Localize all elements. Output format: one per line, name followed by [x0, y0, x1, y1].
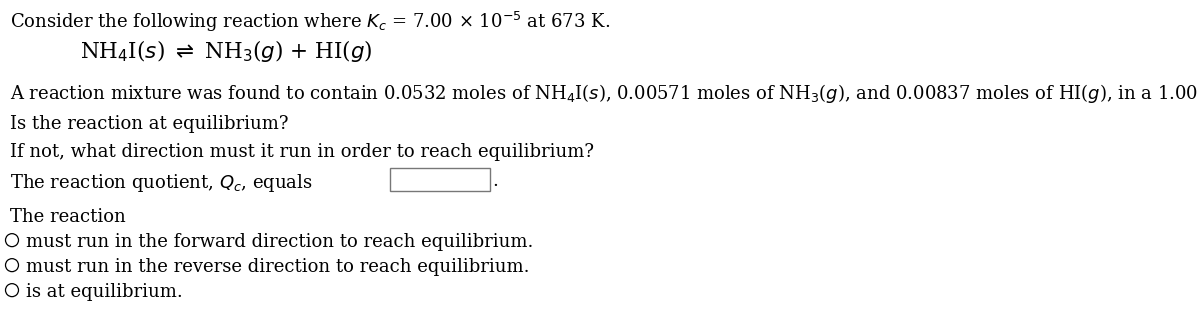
Text: NH$_4$I($s$) $\rightleftharpoons$ NH$_3$($g$) + HI($g$): NH$_4$I($s$) $\rightleftharpoons$ NH$_3$…	[80, 38, 372, 64]
Text: must run in the reverse direction to reach equilibrium.: must run in the reverse direction to rea…	[26, 258, 529, 276]
Text: The reaction: The reaction	[10, 208, 126, 226]
Text: is at equilibrium.: is at equilibrium.	[26, 283, 182, 301]
Text: .: .	[492, 172, 498, 190]
Text: The reaction quotient, $Q_c$, equals: The reaction quotient, $Q_c$, equals	[10, 172, 312, 194]
Text: A reaction mixture was found to contain 0.0532 moles of NH$_4$I($s$), 0.00571 mo: A reaction mixture was found to contain …	[10, 82, 1200, 105]
Text: If not, what direction must it run in order to reach equilibrium?: If not, what direction must it run in or…	[10, 143, 594, 161]
Text: must run in the forward direction to reach equilibrium.: must run in the forward direction to rea…	[26, 233, 533, 251]
Text: Is the reaction at equilibrium?: Is the reaction at equilibrium?	[10, 115, 288, 133]
Bar	[390, 168, 490, 191]
Text: Consider the following reaction where $K_c$ = 7.00 × 10$^{-5}$ at 673 K.: Consider the following reaction where $K…	[10, 10, 610, 34]
